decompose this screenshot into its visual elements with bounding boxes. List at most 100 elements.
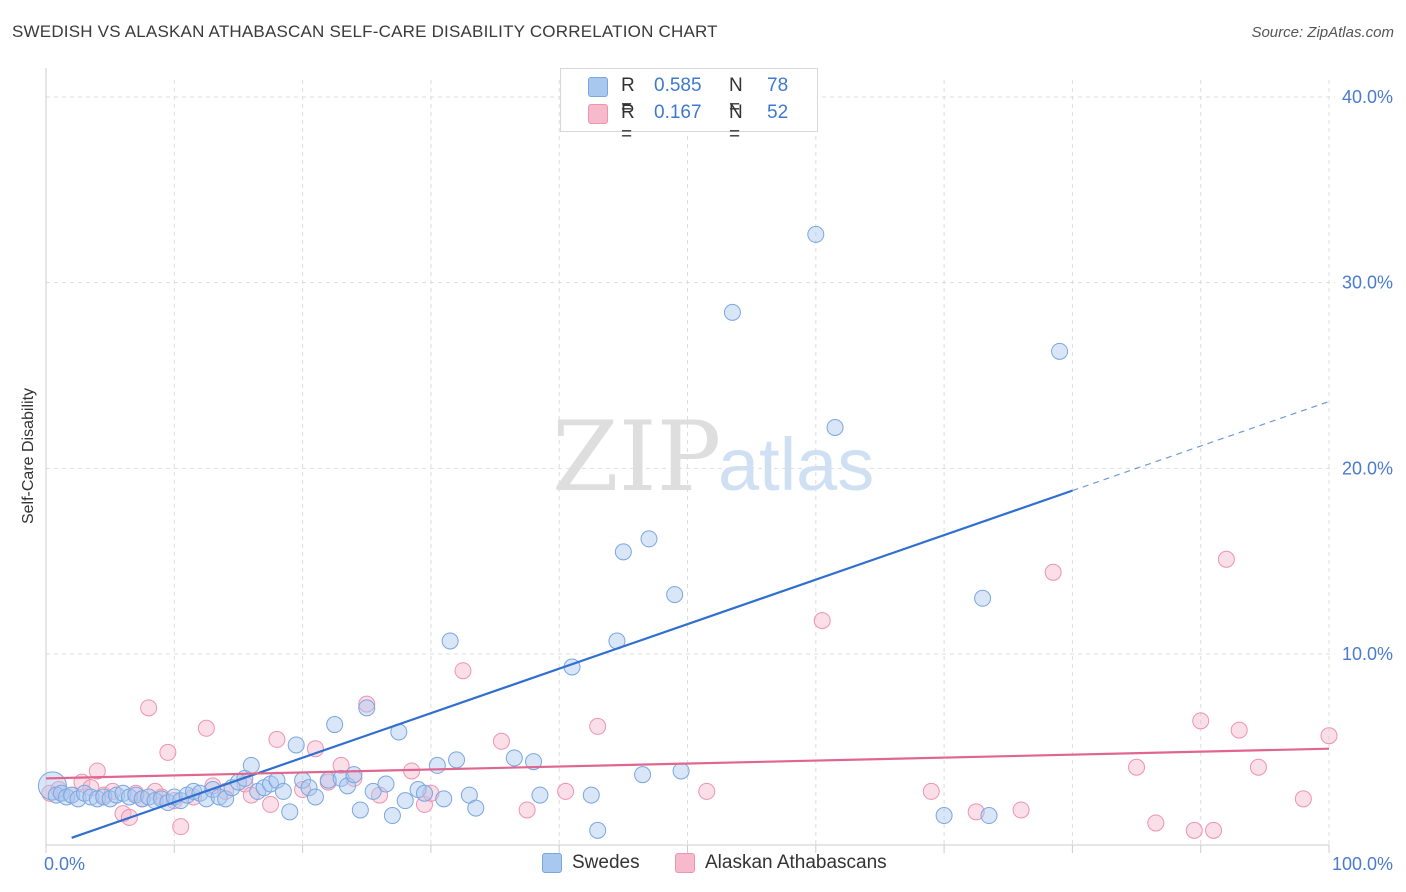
alaskan-point	[1012, 801, 1030, 819]
swedes-point	[242, 756, 260, 774]
legend-n-value: 52	[767, 102, 789, 123]
alaskan-point	[140, 699, 158, 717]
swedes-point	[672, 762, 690, 780]
y-tick-label: 10.0%	[1342, 644, 1393, 664]
swedes-point	[467, 799, 485, 817]
alaskan-point	[1294, 790, 1312, 808]
legend-r-label: R =	[621, 102, 635, 145]
alaskan-point	[422, 784, 440, 802]
swedes-point	[306, 788, 324, 806]
swedes-point	[210, 788, 228, 806]
swedes-point	[634, 766, 652, 784]
swedes-point	[364, 782, 382, 800]
swedes-point	[358, 699, 376, 717]
alaskan-point	[1205, 821, 1223, 839]
swedes-point	[525, 753, 543, 771]
alaskan-point	[1217, 550, 1235, 568]
swedes-point	[383, 807, 401, 825]
swedes-point	[723, 303, 741, 321]
swedes-point	[640, 530, 658, 548]
chart-title: SWEDISH VS ALASKAN ATHABASCAN SELF-CARE …	[12, 22, 718, 41]
axes	[45, 68, 1330, 853]
swedes-point	[415, 784, 433, 802]
watermark-atlas: atlas	[718, 423, 874, 506]
alaskan-point	[1249, 758, 1267, 776]
x-tick-label: 100.0%	[1332, 854, 1393, 874]
swedes-point	[185, 782, 203, 800]
alaskan-point	[1044, 563, 1062, 581]
bottom-legend-label: Swedes	[572, 852, 640, 873]
alaskan-point	[1128, 758, 1146, 776]
bottom-swatch-alaskan	[675, 853, 695, 873]
alaskan-point	[172, 818, 190, 836]
swedes-point	[345, 766, 363, 784]
swedes-point	[108, 786, 126, 804]
alaskan-point	[294, 781, 312, 799]
swedes-point	[351, 801, 369, 819]
bottom-legend-label: Alaskan Athabascans	[705, 852, 887, 873]
swedes-point	[435, 790, 453, 808]
alaskan-point	[358, 695, 376, 713]
alaskan-point	[518, 801, 536, 819]
swedes-point	[88, 790, 106, 808]
y-tick-label: 20.0%	[1342, 458, 1393, 478]
alaskan-point	[1230, 721, 1248, 739]
swedes-point	[614, 543, 632, 561]
source-credit: Source: ZipAtlas.com	[1251, 24, 1394, 41]
alaskan-point	[589, 717, 607, 735]
legend-r-value: 0.167	[654, 102, 702, 123]
alaskan-point	[557, 782, 575, 800]
alaskan-point	[197, 719, 215, 737]
alaskan-point	[813, 612, 831, 630]
alaskan-point	[454, 662, 472, 680]
swedes-point	[666, 586, 684, 604]
tick-labels: 10.0% 20.0% 30.0% 40.0% 0.0% 100.0%	[44, 87, 1393, 874]
swedes-point	[441, 632, 459, 650]
x-tick-label: 0.0%	[44, 854, 85, 874]
alaskan-point	[492, 732, 510, 750]
swedes-point	[300, 779, 318, 797]
swedes-point	[589, 821, 607, 839]
swedes-trend-extension	[1072, 400, 1330, 492]
alaskan-point	[698, 782, 716, 800]
legend-n-value: 78	[767, 75, 789, 96]
stats-legend: R = 0.585 N = 78 R = 0.167 N = 52	[560, 68, 818, 145]
y-tick-label: 30.0%	[1342, 273, 1393, 293]
swedes-point	[396, 792, 414, 810]
legend-n-label: N =	[729, 102, 743, 145]
swedes-point	[95, 788, 113, 806]
swedes-point	[287, 736, 305, 754]
alaskan-point	[1192, 712, 1210, 730]
alaskan-point	[1320, 727, 1338, 745]
swedes-point	[326, 716, 344, 734]
trend-lines	[45, 400, 1330, 839]
y-axis-label: Self-Care Disability	[20, 388, 37, 524]
swedes-point	[505, 749, 523, 767]
alaskan-point	[332, 756, 350, 774]
watermark-zip: ZIP	[552, 401, 721, 513]
legend-swatch-swedes	[588, 77, 608, 97]
swedes-point	[826, 418, 844, 436]
swedes-point	[448, 751, 466, 769]
alaskan-point	[922, 782, 940, 800]
series-alaskan-athabascans	[41, 550, 1338, 839]
alaskan-trend-line	[45, 747, 1330, 780]
swedes-point	[377, 775, 395, 793]
alaskan-point	[159, 743, 177, 761]
alaskan-point	[262, 795, 280, 813]
alaskan-point	[268, 730, 286, 748]
swedes-point	[82, 788, 100, 806]
swedes-point	[120, 788, 138, 806]
swedes-point	[582, 786, 600, 804]
legend-r-label: R =	[621, 75, 635, 118]
legend-swatch-alaskan	[588, 104, 608, 124]
swedes-point	[281, 803, 299, 821]
legend-r-value: 0.585	[654, 75, 702, 96]
legend-n-label: N =	[729, 75, 743, 118]
swedes-point	[531, 786, 549, 804]
swedes-point	[974, 589, 992, 607]
swedes-point	[274, 782, 292, 800]
alaskan-point	[88, 762, 106, 780]
swedes-trend-line	[71, 489, 1073, 839]
